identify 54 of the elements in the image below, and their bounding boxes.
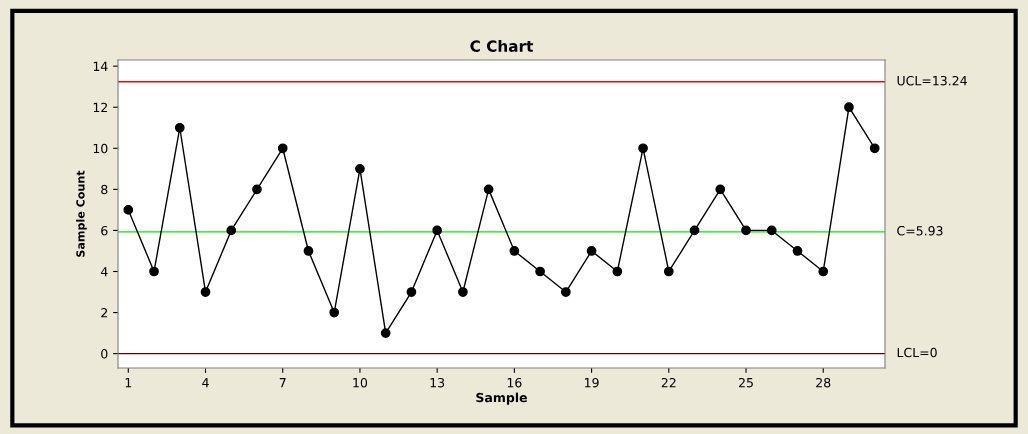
x-tick-label: 10 (353, 377, 368, 388)
point (869, 143, 880, 154)
y-tick-label: 12 (93, 102, 108, 112)
y-tick-label: 8 (101, 184, 108, 195)
x-tick-label: 7 (279, 378, 286, 388)
point (380, 328, 391, 338)
point (200, 287, 211, 297)
point (252, 184, 262, 195)
point (329, 307, 340, 318)
x-tick-label: 19 (585, 377, 599, 388)
point (535, 266, 545, 277)
point (355, 163, 365, 174)
x-tick-label: 16 (507, 377, 522, 388)
y-axis-title: Sample Count (76, 170, 87, 257)
point (560, 287, 571, 297)
ref-line-label: C̄=5.93 (897, 226, 943, 236)
point (406, 287, 417, 297)
point (303, 246, 314, 256)
y-tick-label: 10 (93, 143, 108, 154)
point (792, 246, 803, 256)
point (483, 184, 494, 195)
point (432, 225, 443, 236)
y-tick-label: 0 (101, 349, 108, 359)
point (818, 266, 829, 277)
point (277, 143, 288, 154)
point (149, 266, 159, 277)
point (509, 246, 520, 256)
x-tick-label: 22 (661, 377, 676, 388)
y-tick-label: 6 (101, 225, 108, 236)
x-axis-title: Sample (476, 392, 527, 405)
x-tick-label: 4 (202, 378, 209, 388)
chart-title: C Chart (470, 40, 534, 52)
point (638, 143, 648, 154)
ref-line-label: UCL=13.24 (897, 75, 967, 86)
point (612, 266, 623, 277)
point (226, 225, 237, 236)
point (123, 205, 134, 215)
y-tick-label: 2 (101, 308, 108, 318)
point (586, 246, 597, 256)
y-tick-label: 14 (93, 61, 108, 71)
point (766, 225, 777, 236)
ref-line-label: LCL=0 (897, 347, 937, 358)
x-tick-label: 25 (738, 377, 753, 388)
x-tick-label: 1 (125, 378, 132, 388)
x-tick-label: 13 (430, 377, 445, 388)
point (458, 287, 468, 297)
point (663, 266, 674, 277)
point (715, 184, 726, 195)
point (741, 225, 751, 236)
point (174, 122, 185, 133)
y-tick-label: 4 (100, 267, 108, 277)
x-tick-label: 28 (816, 377, 831, 388)
point (689, 225, 700, 236)
point (844, 102, 854, 113)
